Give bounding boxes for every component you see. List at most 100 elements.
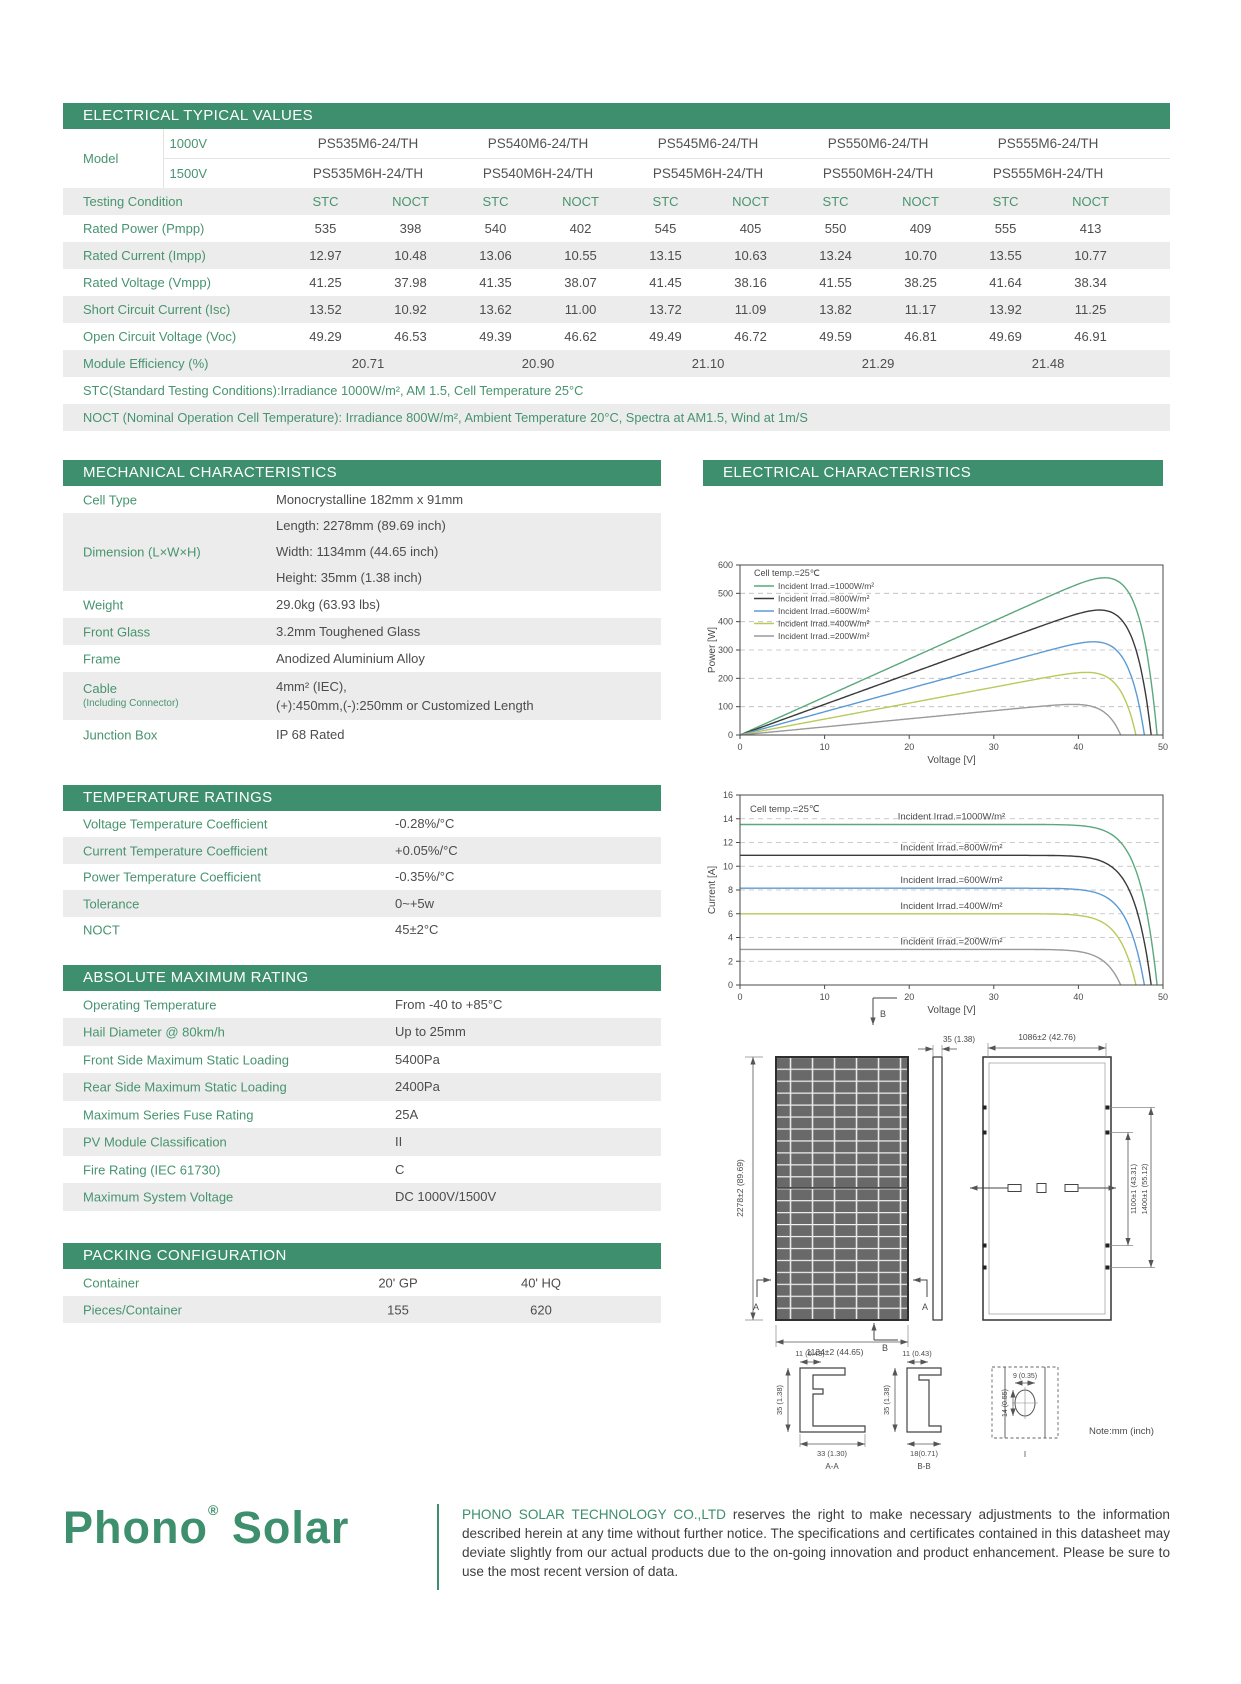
section-title-packing: PACKING CONFIGURATION [63,1243,661,1269]
detail-height-dim: 14 (0.55) [1002,1389,1009,1417]
spec-label-text: Voltage Temperature Coefficient [83,816,268,832]
svg-text:0: 0 [737,742,742,752]
noct-header: NOCT [902,194,939,209]
spec-value: Anodized Aluminium Alloy [276,651,425,667]
value-cell: 13.72 [649,302,682,317]
model-name: PS545M6-24/TH [623,129,794,159]
svg-text:Voltage [V]: Voltage [V] [927,755,976,766]
spec-label-text: Front Side Maximum Static Loading [83,1052,289,1067]
packing-value: 20' GP [378,1275,418,1290]
filler-cell [1133,129,1171,159]
rear-width-dim: 1086±2 (42.76) [1018,1032,1076,1042]
spec-row: PV Module Classification II [63,1128,661,1156]
row-label: Open Circuit Voltage (Voc) [83,329,237,344]
spec-label: Frame [83,651,121,666]
spec-row: Dimension (L×W×H) Length: 2278mm (89.69 i… [63,513,661,591]
svg-text:Voltage [V]: Voltage [V] [927,1005,976,1016]
svg-text:0: 0 [737,992,742,1002]
svg-text:50: 50 [1158,992,1168,1002]
mount-inner-dim: 1100±1 (43.31) [1129,1163,1138,1214]
spec-label: Current Temperature Coefficient [83,843,268,858]
svg-text:Power [W]: Power [W] [707,627,718,673]
mounting-holes [982,1105,1110,1270]
value-cell: 409 [909,221,932,236]
efficiency-value-cell: 21.48 [1031,356,1065,371]
svg-text:500: 500 [718,588,733,598]
value-cell: 49.59 [819,329,852,344]
spec-label: Front Glass [83,624,150,639]
spec-label: Cell Type [83,492,137,507]
rear-view-drawing: 1086±2 (42.76) 1100±1 (43.31) 1400±1 (55… [970,1032,1155,1321]
value-cell: 11.25 [1074,302,1107,317]
filler-cell [1133,269,1170,296]
svg-text:300: 300 [718,645,733,655]
filler-cell [1133,323,1170,350]
spec-value: IP 68 Rated [276,727,344,743]
spec-label-text: Cable [83,681,117,696]
section-absolute: ABSOLUTE MAXIMUM RATING Operating Tempera… [63,965,661,1211]
section-marker-a-left: A [753,1302,759,1312]
spec-value-line: 45±2°C [395,922,439,937]
voltage-class-1500v: 1500V [169,166,208,181]
spec-data-row: Rated Current (Impp) 12.97 10.48 13.06 10.55… [63,242,1171,269]
spec-label: Rear Side Maximum Static Loading [83,1080,287,1095]
spec-value: -0.28%/°C [395,816,454,832]
spec-value-line: +0.05%/°C [395,842,458,858]
svg-text:2: 2 [728,956,733,966]
aa-side-dim: 35 (1.38) [775,1384,784,1415]
model-name: PS535M6H-24/TH [312,166,424,181]
svg-text:10: 10 [820,992,830,1002]
spec-label-text: Front Glass [83,624,151,639]
filler-cell [1133,296,1170,323]
svg-text:Incident Irrad.=800W/m²: Incident Irrad.=800W/m² [900,842,1002,853]
logo-word-2: Solar [231,1502,350,1553]
spec-label-text: Operating Temperature [83,997,217,1012]
value-cell: 46.72 [734,329,767,344]
spec-row: Frame Anodized Aluminium Alloy [63,645,661,672]
spec-value-line: Monocrystalline 182mm x 91mm [276,491,464,507]
value-cell: 550 [824,221,847,236]
spec-label: Voltage Temperature Coefficient [83,817,268,832]
spec-label: Weight [83,597,123,612]
spec-value: From -40 to +85°C [395,997,502,1013]
packing-value: 40' HQ [520,1275,562,1290]
filler-cell [1133,188,1170,215]
registered-mark-icon: ® [207,1502,219,1518]
section-title-text: ABSOLUTE MAXIMUM RATING [83,969,309,986]
footer-divider [437,1504,439,1590]
stc-header: STC [822,194,849,209]
model-row-1500v: 1500V PS535M6H-24/TH PS540M6H-24/TH PS545M6… [63,159,1170,189]
value-cell: 46.91 [1074,329,1107,344]
model-name: PS550M6-24/TH [793,129,964,159]
spec-label-text: Tolerance [83,896,140,911]
value-cell: 38.34 [1074,275,1107,290]
spec-value-line: II [395,1134,403,1149]
svg-text:Incident Irrad.=400W/m²: Incident Irrad.=400W/m² [778,619,870,629]
svg-text:Incident Irrad.=1000W/m²: Incident Irrad.=1000W/m² [778,581,874,591]
value-cell: 13.62 [479,302,512,317]
svg-text:Incident Irrad.=200W/m²: Incident Irrad.=200W/m² [778,631,870,641]
spec-value-line: 5400Pa [395,1051,440,1067]
aa-bottom-dim: 33 (1.30) [817,1449,848,1458]
spec-value-line: 25A [395,1106,419,1122]
spec-label: Junction Box [83,728,157,743]
section-title-electrical-typical-values: ELECTRICAL TYPICAL VALUES [63,103,1170,129]
svg-text:Incident Irrad.=800W/m²: Incident Irrad.=800W/m² [778,594,870,604]
value-cell: 11.17 [904,302,937,317]
spec-value: 4mm² (IEC), (+):450mm,(-):250mm or Custom… [276,677,534,715]
spec-row: Pieces/Container 155 620 [63,1296,661,1323]
stc-header: STC [992,194,1019,209]
bb-label: B-B [917,1462,930,1471]
electrical-typical-values-section: ELECTRICAL TYPICAL VALUES Model 1000V PS53… [63,103,1171,431]
spec-value-line: -0.28%/°C [395,816,455,831]
testing-condition-row: Testing Condition STC NOCT STC NOCT STC NOCT ST… [63,188,1171,215]
svg-text:8: 8 [728,885,733,895]
spec-row: Rear Side Maximum Static Loading 2400Pa [63,1073,661,1101]
value-cell: 398 [399,221,422,236]
spec-value-line: -0.35%/°C [395,869,455,884]
units-note: Note:mm (inch) [1089,1426,1154,1437]
svg-text:Cell temp.=25℃: Cell temp.=25℃ [750,804,820,815]
svg-text:12: 12 [723,838,733,848]
value-cell: 38.07 [564,275,597,290]
spec-row: Maximum System Voltage DC 1000V/1500V [63,1183,661,1211]
